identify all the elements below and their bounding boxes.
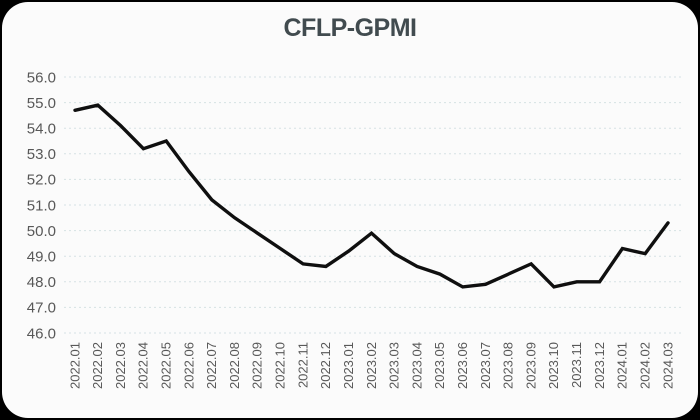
x-axis-tick-label: 2023.09 — [523, 342, 538, 389]
x-axis-tick-label: 2023.01 — [341, 342, 356, 389]
x-axis-tick-label: 2023.03 — [387, 342, 402, 389]
y-axis-tick-label: 47.0 — [27, 300, 56, 317]
data-line-cflp-gpmi — [73, 103, 670, 289]
x-axis-tick-label: 2023.11 — [569, 342, 584, 388]
y-axis-tick-label: 55.0 — [27, 95, 56, 112]
x-axis-tick-label: 2023.04 — [409, 342, 424, 389]
x-axis-tick-label: 2023.06 — [455, 342, 470, 389]
y-axis-tick-label: 46.0 — [27, 325, 56, 342]
x-axis-tick-label: 2022.06 — [181, 342, 196, 389]
x-axis-tick-label: 2023.12 — [592, 342, 607, 389]
y-axis-tick-label: 51.0 — [27, 197, 56, 214]
y-axis-tick-label: 53.0 — [27, 146, 56, 163]
x-axis-tick-label: 2022.02 — [90, 342, 105, 389]
y-axis-tick-label: 54.0 — [27, 120, 56, 137]
y-axis-tick-label: 50.0 — [27, 223, 56, 240]
x-axis-tick-label: 2022.08 — [227, 342, 242, 389]
x-axis-tick-label: 2023.08 — [501, 342, 516, 389]
chart-title: CFLP-GPMI — [283, 14, 418, 42]
y-axis-tick-label: 52.0 — [27, 172, 56, 189]
x-axis-tick-label: 2022.10 — [273, 342, 288, 389]
x-axis-tick-label: 2023.07 — [478, 342, 493, 389]
y-axis-tick-label: 48.0 — [27, 274, 56, 291]
x-axis-tick-label: 2022.04 — [136, 342, 151, 389]
x-axis-tick-label: 2022.07 — [204, 342, 219, 389]
x-axis-tick-label: 2022.11 — [295, 342, 310, 388]
x-axis-tick-label: 2022.05 — [159, 342, 174, 389]
x-axis-tick-label: 2022.01 — [67, 342, 82, 389]
x-axis-tick-label: 2023.05 — [432, 342, 447, 389]
x-axis-tick-label: 2022.09 — [250, 342, 265, 389]
x-axis-tick-label: 2023.10 — [546, 342, 561, 389]
y-axis-tick-label: 56.0 — [27, 69, 56, 86]
x-axis-tick-label: 2023.02 — [364, 342, 379, 389]
x-axis-tick-label: 2024.01 — [615, 342, 630, 389]
x-axis-tick-label: 2022.03 — [113, 342, 128, 389]
y-axis-tick-label: 49.0 — [27, 248, 56, 265]
x-axis-tick-label: 2024.02 — [637, 342, 652, 389]
x-axis-tick-label: 2024.03 — [660, 342, 675, 389]
x-axis-tick-label: 2022.12 — [318, 342, 333, 389]
